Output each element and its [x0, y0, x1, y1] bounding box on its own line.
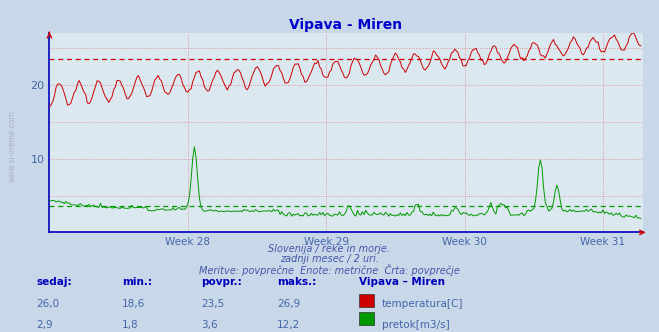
Title: Vipava - Miren: Vipava - Miren — [289, 18, 403, 32]
Text: min.:: min.: — [122, 277, 152, 287]
Text: 3,6: 3,6 — [201, 320, 217, 330]
Text: 2,9: 2,9 — [36, 320, 53, 330]
Text: 12,2: 12,2 — [277, 320, 300, 330]
Text: sedaj:: sedaj: — [36, 277, 72, 287]
Text: Meritve: povprečne  Enote: metrične  Črta: povprečje: Meritve: povprečne Enote: metrične Črta:… — [199, 264, 460, 276]
Text: maks.:: maks.: — [277, 277, 316, 287]
Text: 18,6: 18,6 — [122, 299, 145, 309]
Text: Slovenija / reke in morje.: Slovenija / reke in morje. — [268, 244, 391, 254]
Text: temperatura[C]: temperatura[C] — [382, 299, 463, 309]
Text: povpr.:: povpr.: — [201, 277, 242, 287]
Text: 23,5: 23,5 — [201, 299, 224, 309]
Text: www.si-vreme.com: www.si-vreme.com — [8, 110, 17, 182]
Text: 26,9: 26,9 — [277, 299, 300, 309]
Text: pretok[m3/s]: pretok[m3/s] — [382, 320, 449, 330]
Text: zadnji mesec / 2 uri.: zadnji mesec / 2 uri. — [280, 254, 379, 264]
Text: 26,0: 26,0 — [36, 299, 59, 309]
Text: Vipava – Miren: Vipava – Miren — [359, 277, 445, 287]
Text: 1,8: 1,8 — [122, 320, 138, 330]
